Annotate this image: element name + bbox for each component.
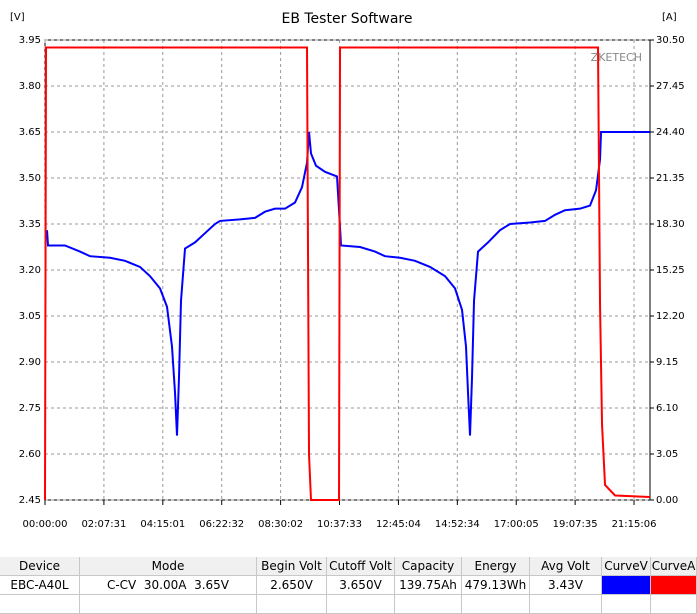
x-tick-label: 10:37:33 (317, 519, 362, 530)
y2-tick-label: 27.45 (656, 81, 685, 92)
table-cell: Mode (80, 557, 257, 576)
y2-tick-label: 6.10 (656, 403, 678, 414)
table-cell: Cutoff Volt (327, 557, 395, 576)
y-tick-label: 3.65 (19, 127, 41, 138)
y2-tick-label: 0.00 (656, 495, 678, 506)
x-tick-label: 21:15:06 (612, 519, 657, 530)
table-swatch (651, 595, 697, 614)
x-tick-label: 17:00:05 (494, 519, 539, 530)
y2-tick-label: 30.50 (656, 35, 685, 46)
table-cell: 2.650V (257, 576, 327, 595)
table-swatch (602, 576, 651, 595)
table-swatch (395, 595, 462, 614)
x-tick-label: 19:07:35 (553, 519, 598, 530)
y-tick-label: 3.20 (19, 265, 41, 276)
x-tick-label: 00:00:00 (23, 519, 68, 530)
y2-tick-label: 24.40 (656, 127, 685, 138)
table-swatch (530, 595, 602, 614)
y-tick-label: 2.45 (19, 495, 41, 506)
table-cell: Capacity (395, 557, 462, 576)
table-swatch (257, 595, 327, 614)
table-cell: EBC-A40L (0, 576, 80, 595)
table-cell: CurveA (651, 557, 697, 576)
y-unit: [V] (10, 12, 25, 23)
y-tick-label: 3.05 (19, 311, 41, 322)
table-swatch (651, 576, 697, 595)
x-tick-label: 06:22:32 (199, 519, 244, 530)
x-tick-label: 04:15:01 (140, 519, 185, 530)
table-cell: 3.43V (530, 576, 602, 595)
x-tick-label: 02:07:31 (81, 519, 126, 530)
y2-tick-label: 9.15 (656, 357, 678, 368)
table-cell: 479.13Wh (462, 576, 530, 595)
series-line (46, 131, 650, 436)
x-tick-label: 12:45:04 (376, 519, 421, 530)
y-tick-label: 3.80 (19, 81, 41, 92)
table-cell: C-CV 30.00A 3.65V (80, 576, 257, 595)
table-cell: Device (0, 557, 80, 576)
y2-tick-label: 3.05 (656, 449, 678, 460)
table-cell: CurveV (602, 557, 651, 576)
y2-tick-label: 15.25 (656, 265, 685, 276)
table-cell: Begin Volt (257, 557, 327, 576)
table-cell: Energy (462, 557, 530, 576)
y2-tick-label: 18.30 (656, 219, 685, 230)
series-line (44, 46, 651, 501)
table-swatch (602, 595, 651, 614)
table-swatch (327, 595, 395, 614)
y-tick-label: 3.50 (19, 173, 41, 184)
chart: 2.45 2.60 2.75 2.90 3.05 3.20 3.35 3.50 3.65 3.80… (10, 11, 685, 530)
table-swatch (80, 595, 257, 614)
x-tick-label: 08:30:02 (258, 519, 303, 530)
y-tick-label: 2.60 (19, 449, 41, 460)
chart-title: EB Tester Software (281, 11, 412, 27)
y2-tick-label: 12.20 (656, 311, 685, 322)
table-swatch (0, 595, 80, 614)
table-cell: 3.650V (327, 576, 395, 595)
table-swatch (462, 595, 530, 614)
y-tick-label: 3.35 (19, 219, 41, 230)
y-tick-label: 2.75 (19, 403, 41, 414)
y-tick-label: 3.95 (19, 35, 41, 46)
y2-tick-label: 21.35 (656, 173, 685, 184)
x-tick-label: 14:52:34 (435, 519, 480, 530)
table-cell: 139.75Ah (395, 576, 462, 595)
watermark: ZKETECH (591, 51, 642, 64)
y2-unit: [A] (662, 12, 677, 23)
y-tick-label: 2.90 (19, 357, 41, 368)
table-cell: Avg Volt (530, 557, 602, 576)
